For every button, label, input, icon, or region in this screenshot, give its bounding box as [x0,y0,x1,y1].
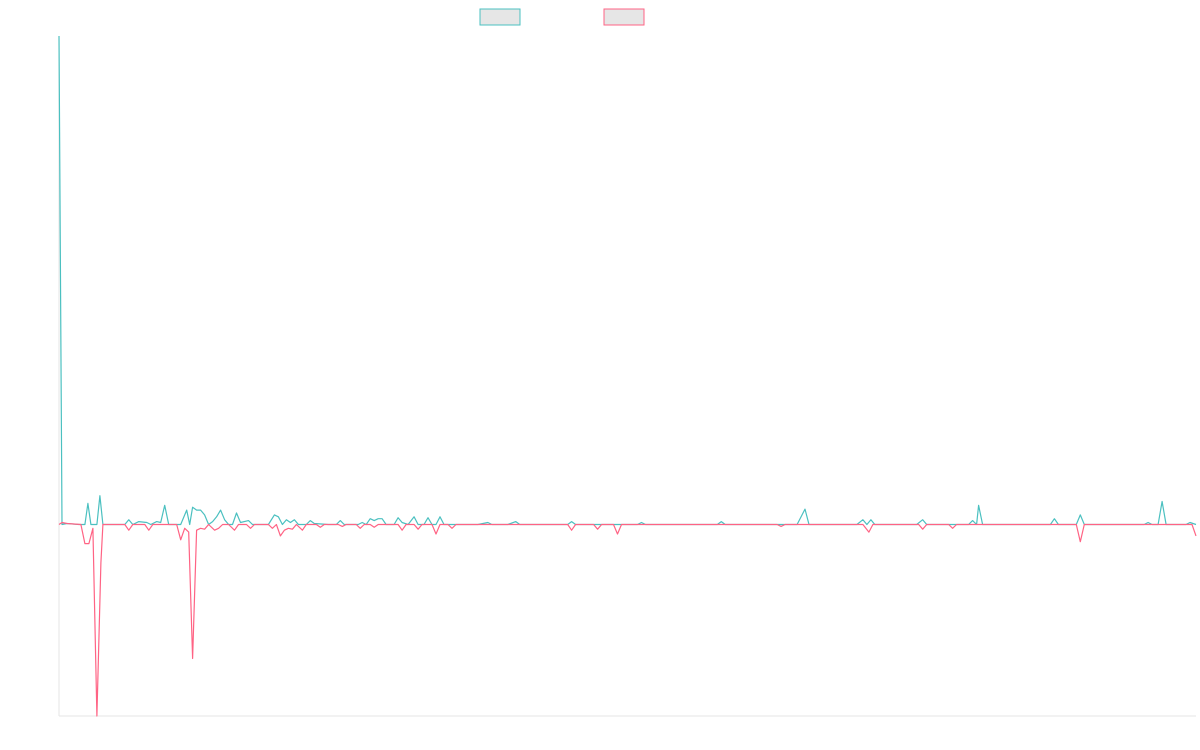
legend-swatch-1[interactable] [479,8,521,26]
series-layer [58,35,1197,717]
legend[interactable] [479,8,645,26]
legend-swatch-2[interactable] [603,8,645,26]
series-line-2 [58,521,1197,717]
axes [58,36,1196,717]
series-line-1 [58,35,1197,526]
